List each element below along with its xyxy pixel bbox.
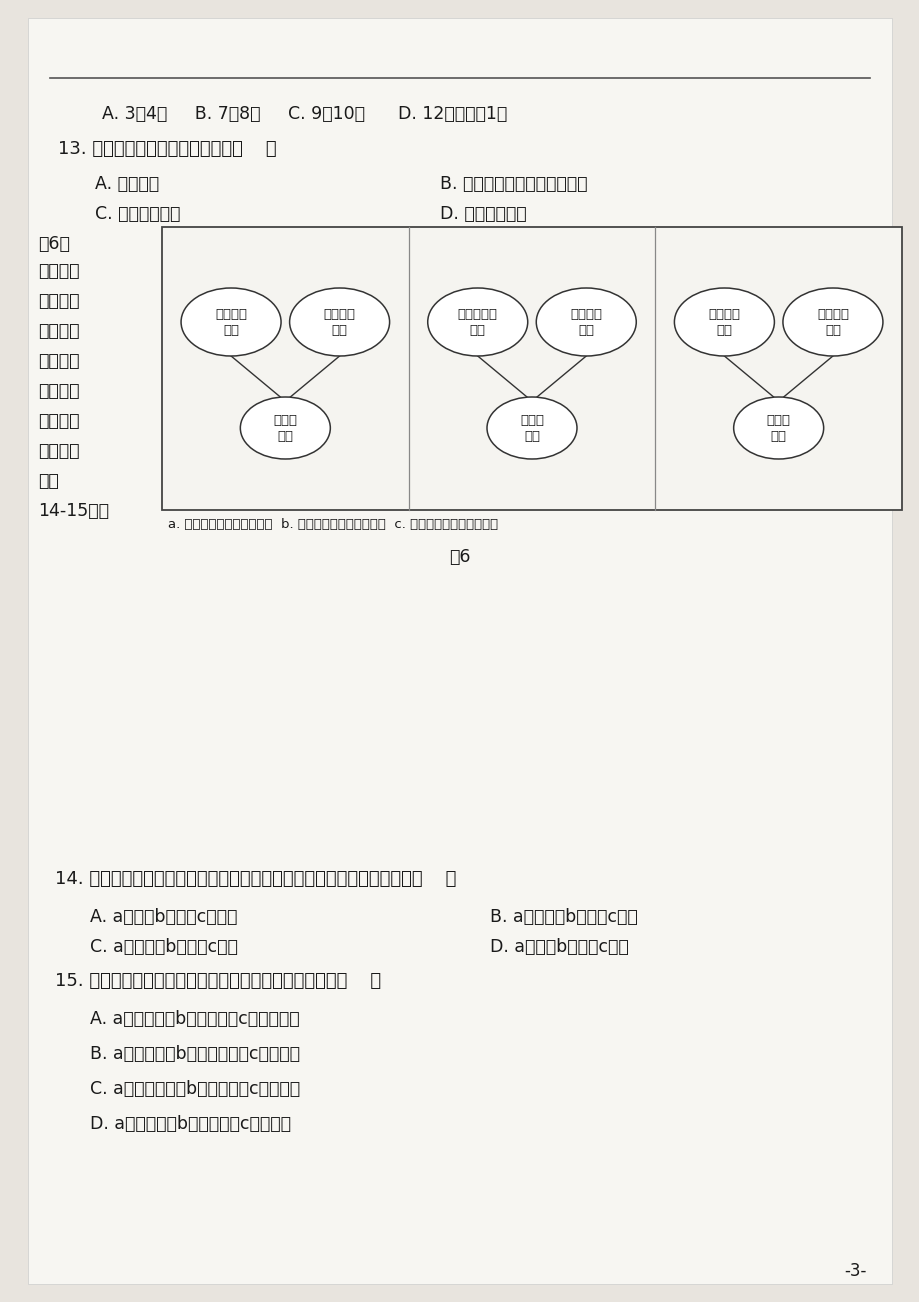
Text: D. a市场、b政策、c交通: D. a市场、b政策、c交通: [490, 937, 628, 956]
Text: 14. 吸引三家企业在我国东部沿海地区三地投资办厂的最主要因素分别是（    ）: 14. 吸引三家企业在我国东部沿海地区三地投资办厂的最主要因素分别是（ ）: [55, 870, 456, 888]
Ellipse shape: [732, 397, 823, 460]
Text: 图6为: 图6为: [38, 234, 70, 253]
Text: 原料供应
日本: 原料供应 日本: [215, 307, 247, 336]
Text: 原配件供应
韩国: 原配件供应 韩国: [458, 307, 497, 336]
Bar: [162, 227, 901, 510]
Text: A. a交通优势、b市场优势、c劳动力价格: A. a交通优势、b市场优势、c劳动力价格: [90, 1010, 300, 1029]
Text: 产品市场
欧美: 产品市场 欧美: [816, 307, 848, 336]
Text: 产品市场
日本: 产品市场 日本: [323, 307, 356, 336]
Text: 加工地
北京: 加工地 北京: [519, 414, 543, 443]
Text: -3-: -3-: [843, 1262, 866, 1280]
Text: 15. 三家企业对厂址地点选择所考虑的最主要因素分别是（    ）: 15. 三家企业对厂址地点选择所考虑的最主要因素分别是（ ）: [55, 973, 380, 990]
Ellipse shape: [240, 397, 330, 460]
Text: 地、加工: 地、加工: [38, 352, 79, 370]
Text: B. 单位面积产量低，商品率高: B. 单位面积产量低，商品率高: [439, 174, 587, 193]
Text: 图6: 图6: [448, 548, 471, 566]
Text: A. a原料、b市场、c劳动力: A. a原料、b市场、c劳动力: [90, 907, 237, 926]
Text: 加工地
深圳: 加工地 深圳: [766, 414, 789, 443]
Text: 完成: 完成: [38, 473, 59, 490]
Ellipse shape: [289, 288, 389, 355]
Text: D. 水利工程量小: D. 水利工程量小: [439, 204, 526, 223]
Text: 投资建工: 投资建工: [38, 292, 79, 310]
Ellipse shape: [536, 288, 636, 355]
Ellipse shape: [486, 397, 576, 460]
Text: 三家企业: 三家企业: [38, 262, 79, 280]
Ellipse shape: [427, 288, 528, 355]
Text: 14-15题。: 14-15题。: [38, 503, 108, 519]
Text: 图，读图: 图，读图: [38, 441, 79, 460]
Text: C. a劳动力、b政策、c原料: C. a劳动力、b政策、c原料: [90, 937, 238, 956]
Text: B. a技术优势、b劳动者素质、c交通优势: B. a技术优势、b劳动者素质、c交通优势: [90, 1046, 300, 1062]
Text: 产品市场
中国: 产品市场 中国: [570, 307, 602, 336]
Text: C. 机械化水平高: C. 机械化水平高: [95, 204, 180, 223]
Text: B. a劳动力、b市场、c原料: B. a劳动力、b市场、c原料: [490, 907, 637, 926]
Text: 13. 泰国香稻种植业的突出特点是（    ）: 13. 泰国香稻种植业的突出特点是（ ）: [58, 141, 277, 158]
Text: a. 某日本企业投资的纵织厂  b. 某韩国企业投资的汽车厂  c. 某香港企业投资的服装厂: a. 某日本企业投资的纵织厂 b. 某韩国企业投资的汽车厂 c. 某香港企业投资…: [168, 518, 497, 531]
Text: D. a技术优势、b交通优势、c政策优势: D. a技术优势、b交通优势、c政策优势: [90, 1115, 290, 1133]
Text: 地和产品: 地和产品: [38, 381, 79, 400]
Ellipse shape: [674, 288, 774, 355]
Text: A. 3～4月     B. 7～8月     C. 9～10月      D. 12月至次呴1月: A. 3～4月 B. 7～8月 C. 9～10月 D. 12月至次呴1月: [80, 105, 506, 122]
Text: A. 小农经营: A. 小农经营: [95, 174, 159, 193]
Text: 市场示意: 市场示意: [38, 411, 79, 430]
Ellipse shape: [181, 288, 281, 355]
Text: C. a劳动力优势、b市场优势、c能源优势: C. a劳动力优势、b市场优势、c能源优势: [90, 1079, 300, 1098]
Text: 加工地
青岛: 加工地 青岛: [273, 414, 297, 443]
Text: 面料供应
中国: 面料供应 中国: [708, 307, 740, 336]
Text: 厂的原料: 厂的原料: [38, 322, 79, 340]
Ellipse shape: [782, 288, 882, 355]
